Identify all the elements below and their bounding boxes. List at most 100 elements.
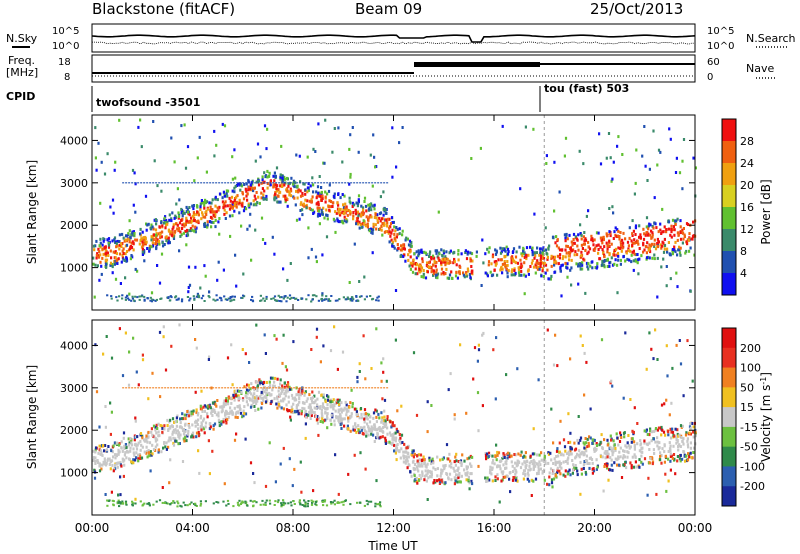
velocity-cell xyxy=(567,450,570,454)
power-cell xyxy=(457,249,460,253)
velocity-cell xyxy=(180,426,183,430)
power-cell xyxy=(280,296,283,299)
power-cell xyxy=(624,237,627,241)
power-cell xyxy=(391,228,394,232)
velocity-cell xyxy=(486,476,489,480)
velocity-cell xyxy=(614,448,617,452)
velocity-cell xyxy=(295,398,298,402)
velocity-cell xyxy=(179,433,182,437)
power-cell xyxy=(363,200,366,203)
velocity-cell xyxy=(281,384,284,388)
power-cell xyxy=(260,196,263,200)
power-cell xyxy=(255,180,258,184)
velocity-cell xyxy=(390,425,393,429)
velocity-cell xyxy=(567,441,570,444)
power-cell xyxy=(273,295,277,298)
power-cell xyxy=(536,259,539,263)
velocity-cell xyxy=(449,372,452,376)
power-cell xyxy=(334,210,337,214)
power-cell xyxy=(347,209,350,212)
power-cell xyxy=(111,198,115,202)
velocity-cell xyxy=(110,410,113,414)
velocity-cell xyxy=(279,386,283,390)
velocity-cell xyxy=(347,427,350,431)
power-cell xyxy=(233,295,236,298)
power-cell xyxy=(231,205,234,209)
power-cell xyxy=(679,253,682,257)
power-cell xyxy=(656,237,659,241)
velocity-cell xyxy=(412,449,415,453)
velocity-cell xyxy=(152,503,155,506)
velocity-cell xyxy=(671,456,674,460)
power-cell xyxy=(205,200,209,204)
power-cell xyxy=(177,215,181,218)
velocity-cell xyxy=(466,471,469,475)
velocity-cell xyxy=(313,401,316,404)
velocity-cell xyxy=(181,412,184,416)
velocity-cell xyxy=(106,504,109,507)
velocity-cell xyxy=(664,433,667,437)
velocity-cell xyxy=(365,430,368,434)
y-tick-label: 1000 xyxy=(60,467,88,480)
power-cell xyxy=(339,196,342,200)
velocity-cell xyxy=(519,453,522,457)
power-cell xyxy=(276,200,279,204)
velocity-cell xyxy=(527,468,530,472)
velocity-cell xyxy=(582,467,585,470)
velocity-cell xyxy=(195,435,198,439)
nave-label: Nave xyxy=(746,62,774,75)
power-cell xyxy=(426,270,429,274)
power-cell xyxy=(529,265,532,268)
power-cell xyxy=(315,202,318,206)
power-cell xyxy=(541,252,544,256)
power-cell xyxy=(275,196,278,200)
velocity-cell xyxy=(118,450,121,454)
velocity-cell xyxy=(605,452,608,456)
power-cell xyxy=(224,298,227,301)
power-cell xyxy=(161,224,164,228)
velocity-cell xyxy=(324,411,327,415)
velocity-cell xyxy=(410,453,413,457)
power-cell xyxy=(362,219,365,223)
power-cell xyxy=(520,270,523,273)
power-cell xyxy=(214,195,217,199)
velocity-cell xyxy=(243,385,246,389)
velocity-cell xyxy=(425,479,428,483)
power-cell xyxy=(584,237,587,241)
power-cell xyxy=(637,258,640,262)
velocity-cell xyxy=(133,438,136,442)
power-cell xyxy=(525,257,528,261)
power-cell xyxy=(310,200,313,204)
power-cell xyxy=(535,251,538,255)
power-cell xyxy=(407,253,410,257)
power-cell xyxy=(176,227,179,231)
power-cell xyxy=(248,224,251,228)
power-cell xyxy=(587,250,590,254)
velocity-cell xyxy=(579,452,582,456)
power-cell xyxy=(493,268,496,272)
power-cell xyxy=(479,146,482,150)
velocity-cell xyxy=(348,405,351,409)
velocity-cell xyxy=(250,382,253,386)
power-cell xyxy=(440,272,443,276)
velocity-cell xyxy=(273,334,276,338)
velocity-cell xyxy=(532,463,535,467)
velocity-cell xyxy=(121,457,124,461)
power-cell xyxy=(238,182,241,186)
power-cell xyxy=(121,253,124,257)
power-cell xyxy=(301,213,304,217)
velocity-cell xyxy=(536,472,539,476)
power-cell xyxy=(506,271,509,275)
power-cell xyxy=(322,161,325,165)
velocity-cell xyxy=(166,424,169,427)
power-cell xyxy=(240,203,243,207)
velocity-cell xyxy=(172,436,175,440)
velocity-cell xyxy=(253,500,256,503)
velocity-cell xyxy=(373,440,376,443)
velocity-cell xyxy=(202,405,205,409)
power-cell xyxy=(348,182,351,186)
velocity-cell xyxy=(301,504,304,506)
velocity-cell xyxy=(365,414,368,418)
velocity-cell xyxy=(425,473,428,477)
velocity-cell xyxy=(200,389,203,393)
